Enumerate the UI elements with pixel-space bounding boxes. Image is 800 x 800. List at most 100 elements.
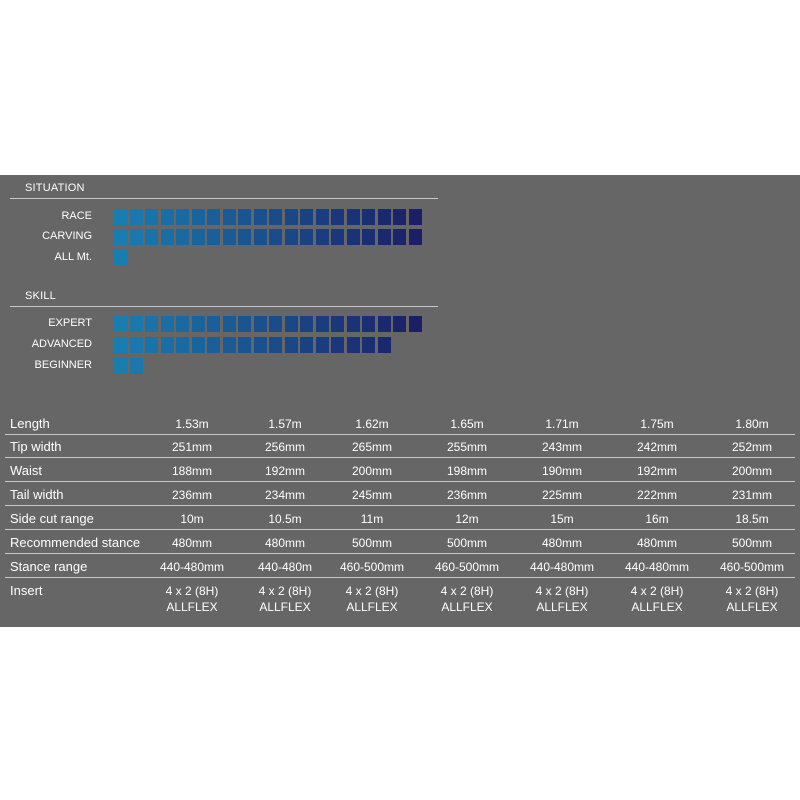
- rating-square: [222, 337, 236, 353]
- spec-value: 480mm: [264, 536, 305, 550]
- rating-square: [207, 316, 220, 332]
- rating-square: [145, 316, 158, 332]
- rating-square: [300, 229, 313, 245]
- rating-square: [238, 229, 251, 245]
- rating-square: [207, 337, 220, 353]
- rating-square: [114, 337, 127, 353]
- rating-square: [284, 229, 298, 245]
- spec-label: Recommended stance: [10, 535, 141, 550]
- rating-square: [300, 316, 313, 332]
- rating-square: [377, 316, 391, 332]
- skill-row-label: ADVANCED: [31, 338, 92, 350]
- spec-value: 4 x 2 (8H) ALLFLEX: [165, 584, 219, 614]
- spec-value: 243mm: [541, 440, 582, 454]
- rating-square: [222, 229, 236, 245]
- rating-square: [346, 337, 360, 353]
- skill-row-label: BEGINNER: [34, 359, 92, 371]
- spec-value: 1.57m: [268, 417, 302, 431]
- spec-value: 242mm: [636, 440, 677, 454]
- skill-divider: [10, 306, 438, 307]
- spec-row: Insert 4 x 2 (8H) ALLFLEX 4 x 2 (8H) ALLFLEX…: [0, 579, 800, 614]
- rating-square: [129, 229, 143, 245]
- rating-square: [269, 209, 282, 225]
- spec-value: 480mm: [636, 536, 677, 550]
- spec-value: 10m: [180, 512, 204, 526]
- situation-row-label: RACE: [61, 210, 92, 222]
- spec-value: 4 x 2 (8H) ALLFLEX: [535, 584, 589, 614]
- rating-square: [253, 316, 267, 332]
- rating-square: [114, 229, 127, 245]
- rating-square: [315, 209, 329, 225]
- rating-square: [238, 209, 251, 225]
- situation-row-label: ALL Mt.: [54, 251, 93, 263]
- rating-square: [346, 316, 360, 332]
- spec-label: Length: [10, 416, 50, 431]
- rating-square: [269, 337, 282, 353]
- rating-square: [300, 337, 313, 353]
- situation-row-label: CARVING: [42, 230, 92, 242]
- rating-square: [408, 229, 422, 245]
- spec-value: 440-480mm: [159, 560, 225, 574]
- rating-square: [191, 337, 205, 353]
- rating-square: [284, 316, 298, 332]
- rating-square: [331, 337, 344, 353]
- rating-square: [315, 316, 329, 332]
- spec-value: 231mm: [731, 488, 772, 502]
- rating-square: [269, 229, 282, 245]
- rating-square: [191, 229, 205, 245]
- rating-square: [253, 337, 267, 353]
- spec-value: 192mm: [636, 464, 677, 478]
- rating-square: [145, 337, 158, 353]
- spec-row: Recommended stance 480mm 480mm 500mm 500mm 48…: [0, 531, 800, 554]
- situation-row-carving: CARVING: [0, 229, 440, 245]
- rating-square: [114, 209, 127, 225]
- rating-square: [129, 358, 143, 374]
- spec-value: 15m: [550, 512, 574, 526]
- spec-value: 234mm: [264, 488, 305, 502]
- rating-square: [315, 337, 329, 353]
- spec-value: 440-480mm: [529, 560, 595, 574]
- spec-value: 1.80m: [735, 417, 769, 431]
- spec-value: 1.53m: [175, 417, 209, 431]
- rating-square: [377, 209, 391, 225]
- rating-square: [207, 229, 220, 245]
- rating-square: [377, 229, 391, 245]
- spec-value: 200mm: [731, 464, 772, 478]
- rating-square: [408, 209, 422, 225]
- rating-square: [238, 316, 251, 332]
- rating-square: [129, 209, 143, 225]
- spec-row: Tip width 251mm 256mm 265mm 255mm 243mm 242mm 2…: [0, 435, 800, 458]
- situation-row-race: RACE: [0, 209, 440, 225]
- spec-value: 460-500mm: [339, 560, 405, 574]
- spec-value: 4 x 2 (8H) ALLFLEX: [440, 584, 494, 614]
- rating-square: [129, 316, 143, 332]
- spec-value: 440-480mm: [624, 560, 690, 574]
- spec-value: 500mm: [446, 536, 487, 550]
- spec-value: 4 x 2 (8H) ALLFLEX: [725, 584, 779, 614]
- spec-value: 10.5m: [268, 512, 302, 526]
- spec-label: Stance range: [10, 559, 88, 574]
- rating-square: [393, 229, 406, 245]
- rating-square: [253, 209, 267, 225]
- rating-square: [346, 229, 360, 245]
- rating-square: [331, 209, 344, 225]
- rating-square: [300, 209, 313, 225]
- rating-square: [331, 316, 344, 332]
- spec-value: 18.5m: [735, 512, 769, 526]
- rating-square: [207, 209, 220, 225]
- spec-value: 4 x 2 (8H) ALLFLEX: [258, 584, 312, 614]
- rating-square: [222, 209, 236, 225]
- spec-label: Waist: [10, 463, 43, 478]
- rating-square: [408, 316, 422, 332]
- rating-square: [393, 316, 406, 332]
- rating-square: [284, 209, 298, 225]
- rating-square: [362, 337, 375, 353]
- spec-panel: SITUATION RACE CARVING ALL Mt. SKILL EXP…: [0, 175, 800, 627]
- skill-row-label: EXPERT: [48, 317, 92, 329]
- rating-square: [176, 229, 189, 245]
- spec-value: 1.71m: [545, 417, 579, 431]
- rating-square: [114, 358, 127, 374]
- spec-value: 252mm: [731, 440, 772, 454]
- spec-value: 1.62m: [355, 417, 389, 431]
- rating-square: [346, 209, 360, 225]
